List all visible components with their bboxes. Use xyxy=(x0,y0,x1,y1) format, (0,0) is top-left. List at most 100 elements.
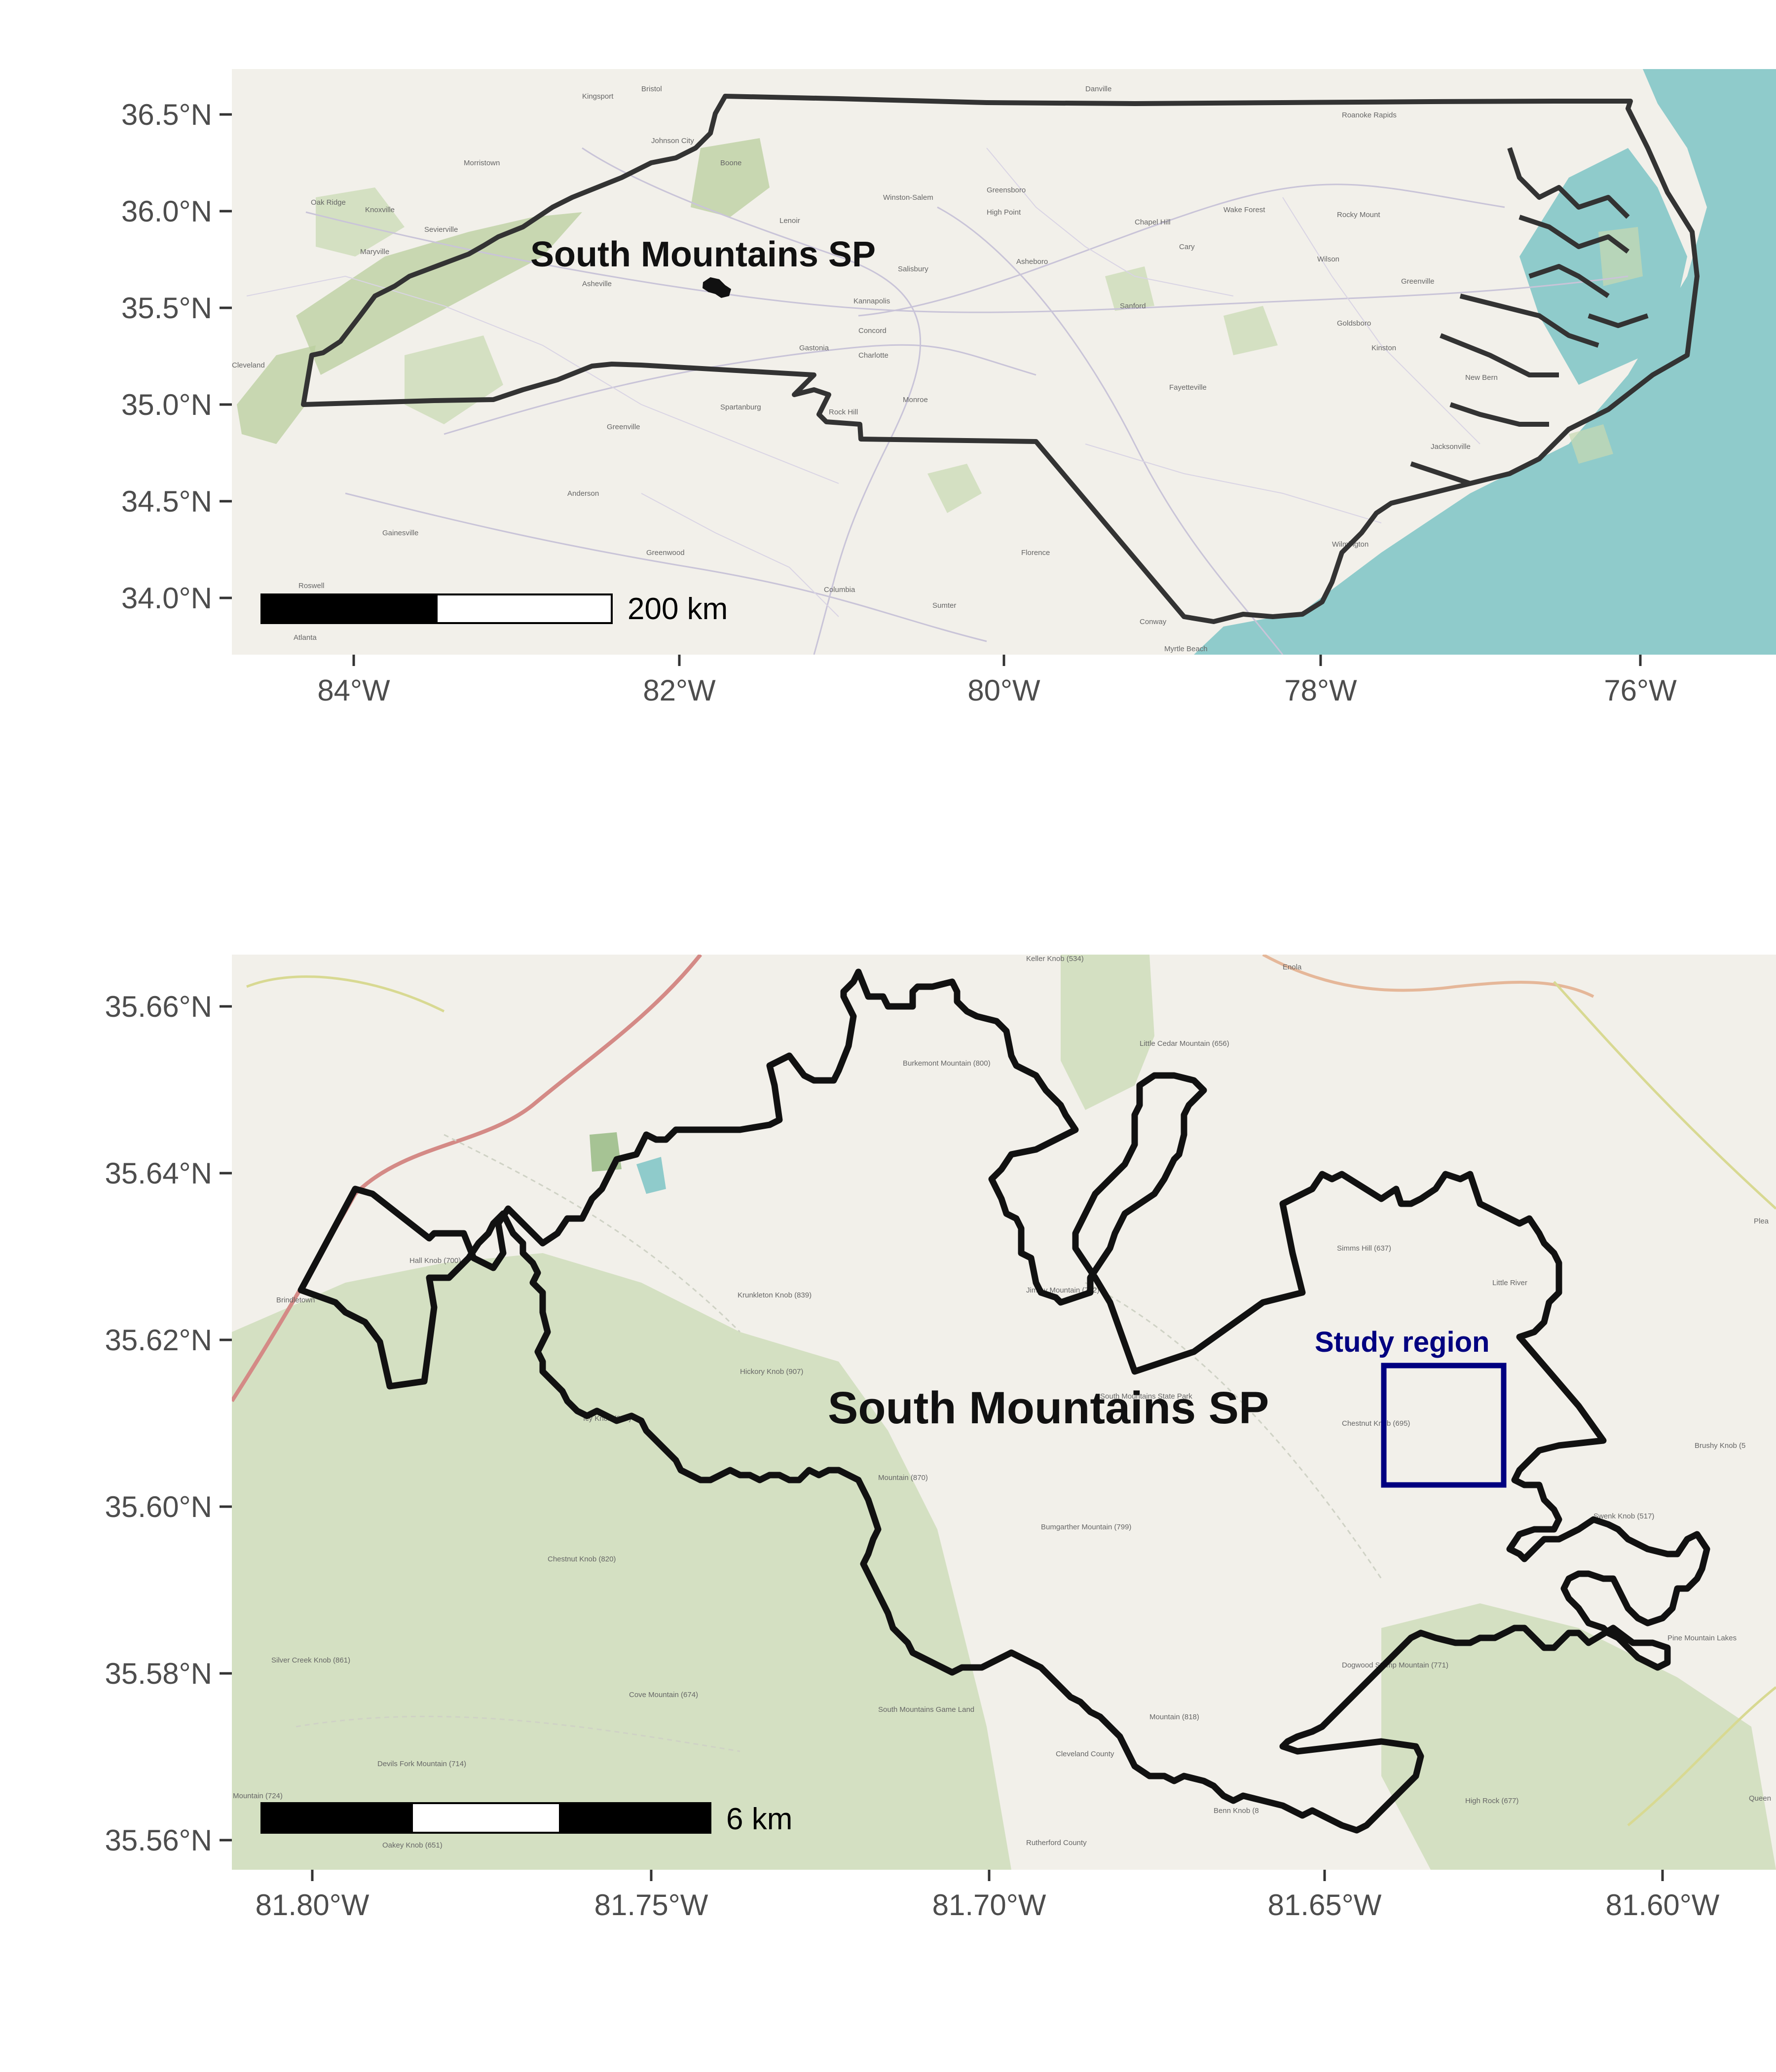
place-label: Sumter xyxy=(932,601,956,610)
x-tick-label: 81.80°W xyxy=(256,1888,370,1922)
place-label: Salisbury xyxy=(898,265,928,273)
place-label: Conway xyxy=(1140,618,1167,626)
x-tick-label: 81.65°W xyxy=(1268,1888,1382,1922)
place-label: Wilson xyxy=(1317,255,1339,263)
place-label: High Rock (677) xyxy=(1465,1797,1518,1805)
y-tick-label: 34.5°N xyxy=(121,485,212,518)
bottom-basemap-place-labels: Keller Knob (534) Enola Burkemont Mounta… xyxy=(233,955,1771,1850)
place-label: Kingsport xyxy=(582,92,614,101)
place-label: Greenville xyxy=(1401,277,1435,286)
place-label: Keller Knob (534) xyxy=(1026,955,1084,963)
x-tick-label: 80°W xyxy=(967,674,1040,707)
place-label: Silver Creek Knob (861) xyxy=(271,1656,350,1665)
place-label: Queen xyxy=(1749,1794,1771,1803)
place-label: Benn Knob (8 xyxy=(1214,1807,1259,1815)
x-tick-label: 82°W xyxy=(643,674,716,707)
place-label: Kinston xyxy=(1371,344,1396,352)
place-label: Bumgarther Mountain (799) xyxy=(1041,1523,1131,1531)
forest-area-north xyxy=(1061,955,1154,1110)
place-label: Brindletown xyxy=(276,1296,315,1304)
forest-patch-7 xyxy=(1569,424,1613,464)
place-label: Monroe xyxy=(903,396,928,404)
top-minor-roads xyxy=(246,148,1480,617)
nc-sound-shorelines xyxy=(1410,147,1649,486)
bottom-scalebar: 6 km xyxy=(260,1802,792,1836)
place-label: Greenwood xyxy=(646,549,685,557)
y-tick-label: 35.58°N xyxy=(105,1657,212,1690)
south-mountains-sp-outline xyxy=(297,968,1710,1834)
place-label: Chestnut Knob (695) xyxy=(1342,1419,1410,1428)
pond xyxy=(636,1157,666,1194)
place-label: Hickory Knob (907) xyxy=(740,1368,803,1376)
place-label: Sevierville xyxy=(424,225,458,234)
place-label: Mountain (818) xyxy=(1149,1713,1199,1721)
bottom-basemap: Keller Knob (534) Enola Burkemont Mounta… xyxy=(232,955,1776,1870)
place-label: Dogwood Stump Mountain (771) xyxy=(1342,1661,1448,1669)
forest-patch-6 xyxy=(927,464,982,513)
place-label: Mountain (724) xyxy=(233,1792,283,1800)
y-tick-label: 35.64°N xyxy=(105,1157,212,1190)
place-label: Swenk Knob (517) xyxy=(1593,1512,1654,1520)
place-label: Oak Ridge xyxy=(311,198,346,207)
place-label: Jacksonville xyxy=(1431,443,1471,451)
y-tick-label: 34.0°N xyxy=(121,582,212,615)
forest-patch-2 xyxy=(237,345,316,444)
scalebar-label: 200 km xyxy=(628,592,728,626)
y-tick-label: 35.66°N xyxy=(105,990,212,1023)
scalebar-black-segment xyxy=(260,1802,413,1834)
place-label: Boone xyxy=(720,159,741,167)
x-tick-label: 81.70°W xyxy=(932,1888,1046,1922)
place-label: Plea xyxy=(1754,1217,1769,1225)
bottom-x-axis: 81.80°W 81.75°W 81.70°W 81.65°W 81.60°W xyxy=(256,1870,1720,1922)
place-label: Pine Mountain Lakes xyxy=(1667,1634,1737,1642)
place-label: Brushy Knob (5 xyxy=(1695,1442,1745,1450)
scalebar-white-segment xyxy=(436,593,613,624)
place-label: Mountain (870) xyxy=(878,1474,928,1482)
place-label: Gainesville xyxy=(382,529,418,537)
place-label: Columbia xyxy=(824,586,855,594)
place-label: Cary xyxy=(1179,243,1195,251)
x-tick-label: 78°W xyxy=(1284,674,1357,707)
bottom-y-axis: 35.66°N 35.64°N 35.62°N 35.60°N 35.58°N … xyxy=(105,990,232,1857)
top-scalebar: 200 km xyxy=(260,592,728,626)
bottom-park-label: South Mountains SP xyxy=(828,1383,1269,1433)
place-label: Florence xyxy=(1021,549,1050,557)
place-label: Enola xyxy=(1283,963,1302,971)
place-label: Rutherford County xyxy=(1026,1839,1087,1847)
place-label: South Mountains Game Land xyxy=(878,1705,974,1714)
scalebar-black-segment xyxy=(559,1802,711,1834)
place-label: Asheboro xyxy=(1016,258,1048,266)
place-label: Little Cedar Mountain (656) xyxy=(1140,1039,1229,1048)
forest-area-southeast xyxy=(1381,1603,1776,1870)
scalebar-label: 6 km xyxy=(726,1802,792,1836)
place-label: Chapel Hill xyxy=(1135,218,1171,226)
top-roads xyxy=(305,147,1628,655)
top-basemap: Kingsport Bristol Johnson City Boone Dan… xyxy=(232,69,1776,655)
place-label: Concord xyxy=(858,327,887,335)
place-label: South Mountains State Park xyxy=(1100,1392,1192,1401)
bottom-map-panel: Keller Knob (534) Enola Burkemont Mounta… xyxy=(105,955,1776,1922)
top-y-axis: 36.5°N 36.0°N 35.5°N 35.0°N 34.5°N 34.0°… xyxy=(121,98,232,615)
place-label: Simms Hill (637) xyxy=(1337,1244,1391,1253)
place-label: Krunkleton Knob (839) xyxy=(738,1291,812,1299)
y-tick-label: 35.0°N xyxy=(121,388,212,421)
place-label: High Point xyxy=(987,208,1021,217)
scalebar-black-segment xyxy=(260,593,438,624)
place-label: Johnson City xyxy=(651,137,694,145)
place-label: Danville xyxy=(1085,85,1111,93)
place-label: Lenoir xyxy=(779,217,800,225)
y-tick-label: 35.5°N xyxy=(121,292,212,325)
place-label: New Bern xyxy=(1465,373,1498,382)
place-label: Rock Hill xyxy=(829,408,858,416)
study-region-label: Study region xyxy=(1315,1326,1489,1358)
place-label: Winston-Salem xyxy=(883,193,933,202)
forest-area-west xyxy=(232,1253,1011,1870)
forest-patch-3 xyxy=(691,138,770,217)
place-label: Wake Forest xyxy=(1223,206,1265,214)
forest-patch-10 xyxy=(1223,306,1278,355)
y-tick-label: 36.0°N xyxy=(121,195,212,228)
top-x-axis: 84°W 82°W 80°W 78°W 76°W xyxy=(317,655,1677,707)
place-label: Kannapolis xyxy=(853,297,890,305)
place-label: Oakey Knob (651) xyxy=(382,1841,443,1850)
